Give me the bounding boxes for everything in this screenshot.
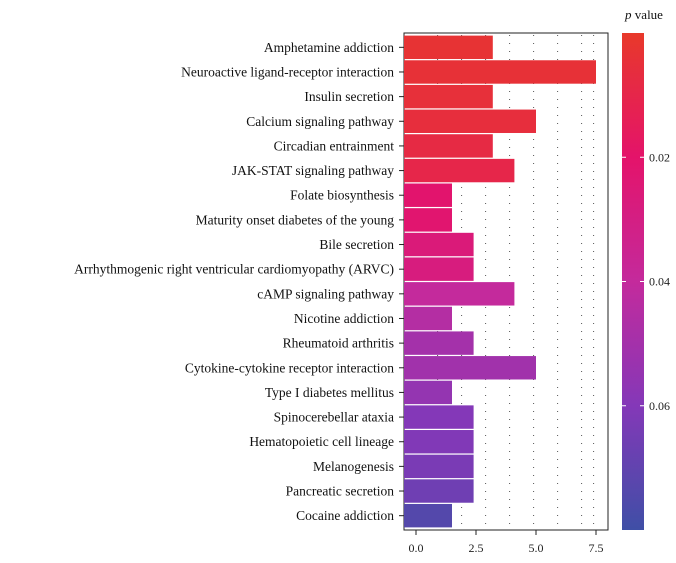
bar-18	[404, 479, 474, 503]
bar-12	[404, 331, 474, 355]
colorbar-tick-label-0: 0.02	[649, 150, 670, 164]
category-label-13: Cytokine-cytokine receptor interaction	[185, 360, 394, 375]
bar-4	[404, 134, 493, 158]
category-label-6: Folate biosynthesis	[290, 188, 394, 203]
bar-11	[404, 306, 452, 331]
category-label-15: Spinocerebellar ataxia	[274, 410, 394, 425]
colorbar-tick-label-2: 0.06	[649, 399, 670, 413]
bar-17	[404, 454, 474, 479]
category-label-2: Insulin secretion	[304, 89, 394, 104]
bar-14	[404, 380, 452, 405]
colorbar-title: p value	[624, 7, 663, 22]
bar-6	[404, 183, 452, 207]
category-label-18: Pancreatic secretion	[286, 484, 395, 499]
category-label-3: Calcium signaling pathway	[246, 114, 394, 129]
category-label-19: Cocaine addiction	[296, 508, 394, 523]
category-label-4: Circadian entrainment	[274, 138, 395, 153]
bar-13	[404, 356, 536, 380]
colorbar-gradient	[622, 33, 644, 530]
category-label-9: Arrhythmogenic right ventricular cardiom…	[74, 262, 394, 277]
bar-5	[404, 158, 515, 183]
x-tick-label-1: 2.5	[469, 541, 484, 555]
category-label-10: cAMP signaling pathway	[257, 286, 394, 301]
x-tick-label-0: 0.0	[409, 541, 424, 555]
category-label-16: Hematopoietic cell lineage	[249, 434, 394, 449]
bar-7	[404, 208, 452, 232]
bar-16	[404, 430, 474, 454]
category-label-0: Amphetamine addiction	[264, 40, 394, 55]
category-label-11: Nicotine addiction	[294, 311, 394, 326]
colorbar-title-text: value	[632, 7, 664, 22]
bar-9	[404, 257, 474, 281]
category-label-17: Melanogenesis	[313, 459, 394, 474]
x-tick-label-2: 5.0	[529, 541, 544, 555]
colorbar-title-symbol: p	[624, 7, 632, 22]
category-labels: Amphetamine addiction Neuroactive ligand-…	[74, 40, 404, 523]
category-label-12: Rheumatoid arthritis	[283, 336, 394, 351]
category-label-7: Maturity onset diabetes of the young	[196, 212, 395, 227]
bar-8	[404, 232, 474, 257]
x-axis-ticks: 0.0 2.5 5.0 7.5	[409, 530, 604, 555]
bar-1	[404, 60, 596, 84]
colorbar-tick-label-1: 0.04	[649, 275, 670, 289]
p-value-colorbar: p value 0.02 0.04 0.06	[622, 7, 670, 530]
bar-0	[404, 35, 493, 60]
colorbar-ticks: 0.02 0.04 0.06	[622, 150, 670, 413]
category-label-1: Neuroactive ligand-receptor interaction	[181, 64, 394, 79]
bar-layer	[404, 35, 596, 528]
bar-10	[404, 282, 515, 306]
category-label-14: Type I diabetes mellitus	[265, 385, 394, 400]
category-label-5: JAK-STAT signaling pathway	[232, 163, 394, 178]
bar-15	[404, 405, 474, 429]
category-label-8: Bile secretion	[319, 237, 394, 252]
bar-2	[404, 84, 493, 109]
x-tick-label-3: 7.5	[589, 541, 604, 555]
bar-19	[404, 503, 452, 528]
bar-3	[404, 109, 536, 133]
